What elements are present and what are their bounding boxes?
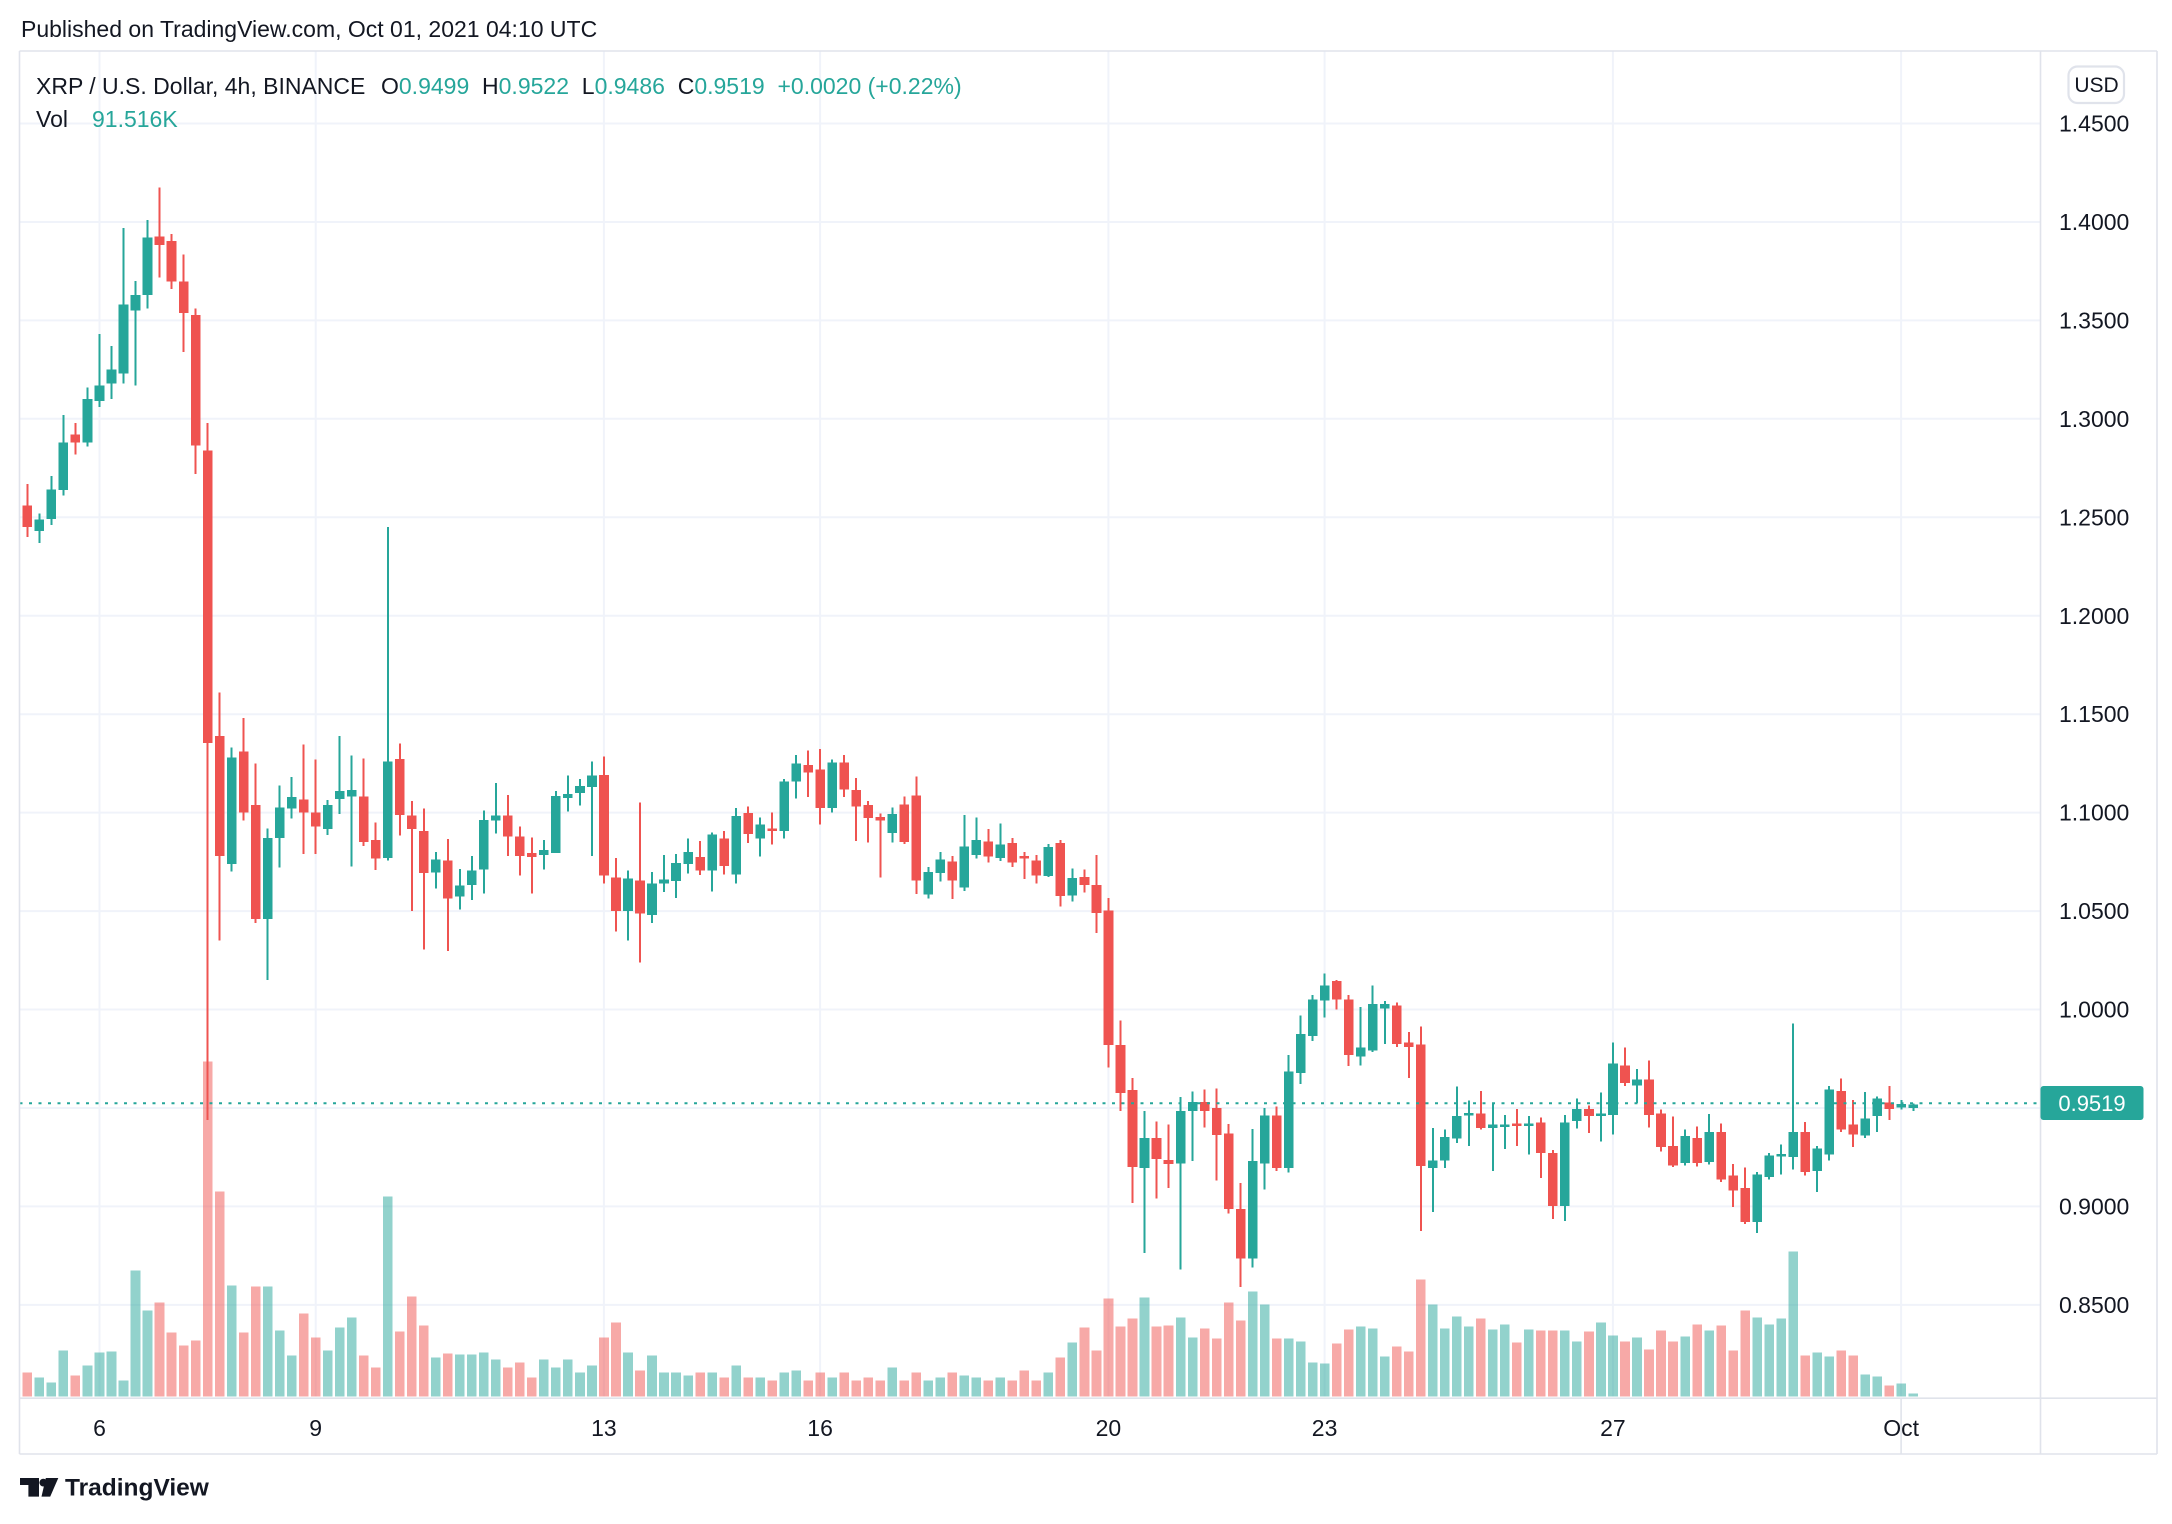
svg-text:13: 13 <box>591 1415 617 1441</box>
svg-text:6: 6 <box>93 1415 106 1441</box>
svg-text:1.0000: 1.0000 <box>2059 997 2129 1023</box>
svg-text:XRP / U.S. Dollar, 4h, BINANCE: XRP / U.S. Dollar, 4h, BINANCE <box>36 73 365 99</box>
svg-text:1.1500: 1.1500 <box>2059 701 2129 727</box>
svg-text:0.9519: 0.9519 <box>2058 1091 2125 1116</box>
svg-text:Published on TradingView.com,: Published on TradingView.com, Oct 01, 20… <box>21 16 597 42</box>
svg-text:1.4500: 1.4500 <box>2059 111 2129 137</box>
svg-text:O0.9499 H0.9522 L0.9486 C0.: O0.9499 H0.9522 L0.9486 C0.9519 +0.0020 … <box>381 73 962 99</box>
svg-text:0.8500: 0.8500 <box>2059 1292 2129 1318</box>
svg-text:TradingView: TradingView <box>65 1475 210 1502</box>
svg-text:9: 9 <box>309 1415 322 1441</box>
svg-text:0.9000: 0.9000 <box>2059 1193 2129 1219</box>
svg-text:1.2500: 1.2500 <box>2059 504 2129 530</box>
svg-text:Oct: Oct <box>1883 1415 1919 1441</box>
svg-text:1.4000: 1.4000 <box>2059 209 2129 235</box>
svg-text:23: 23 <box>1312 1415 1338 1441</box>
svg-text:1.3000: 1.3000 <box>2059 406 2129 432</box>
svg-text:1.3500: 1.3500 <box>2059 307 2129 333</box>
svg-text:27: 27 <box>1600 1415 1626 1441</box>
svg-text:USD: USD <box>2074 74 2118 97</box>
svg-text:1.0500: 1.0500 <box>2059 898 2129 924</box>
svg-text:Vol: Vol <box>36 106 68 132</box>
svg-text:91.516K: 91.516K <box>92 106 178 132</box>
svg-text:1.2000: 1.2000 <box>2059 603 2129 629</box>
svg-text:16: 16 <box>807 1415 833 1441</box>
svg-text:1.1000: 1.1000 <box>2059 800 2129 826</box>
svg-text:20: 20 <box>1096 1415 1122 1441</box>
